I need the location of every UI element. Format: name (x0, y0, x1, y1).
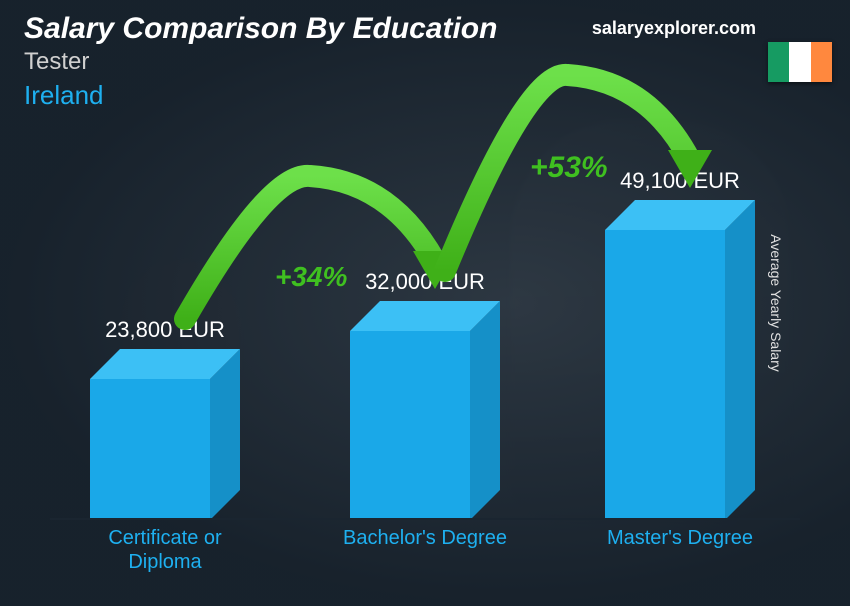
increase-percent-label: +34% (275, 261, 347, 293)
ireland-flag-icon (768, 42, 832, 82)
increase-percent-label: +53% (530, 151, 608, 185)
increase-arrow-path (185, 176, 435, 319)
subtitle-location: Ireland (24, 80, 497, 111)
brand-label: salaryexplorer.com (592, 18, 756, 39)
flag-stripe-2 (789, 42, 810, 82)
subtitle-job: Tester (24, 48, 497, 76)
flag-stripe-1 (768, 42, 789, 82)
bar-chart: 23,800 EURCertificate or Diploma32,000 E… (50, 146, 800, 576)
flag-stripe-3 (811, 42, 832, 82)
increase-arrows (50, 146, 800, 576)
page-title: Salary Comparison By Education (24, 12, 497, 46)
increase-arrow-head-icon (668, 150, 712, 188)
header: Salary Comparison By Education Tester Ir… (24, 12, 497, 111)
